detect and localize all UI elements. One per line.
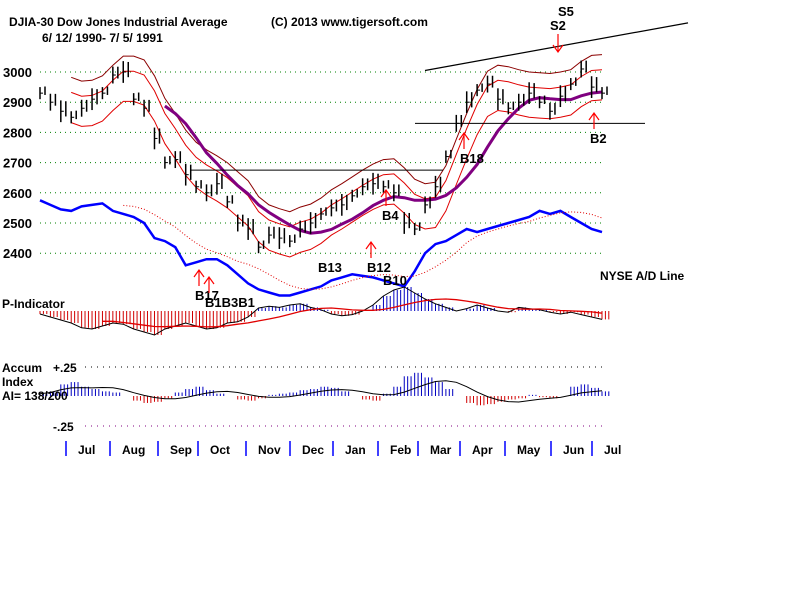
ad-line-path [39, 199, 603, 297]
upper-trendline [424, 22, 689, 72]
month-label: Nov [258, 443, 281, 457]
ai-bottom-label: -.25 [53, 420, 74, 434]
accum-label-3: AI= 138/200 [2, 389, 68, 403]
support-resistance-lines [190, 22, 689, 171]
ad-line-ma [123, 204, 603, 290]
sell-arrow-icon [552, 34, 564, 54]
upper-band-outer [71, 54, 603, 213]
signal-label: B12 [367, 260, 391, 275]
y-tick-label: 2400 [3, 246, 32, 261]
month-axis: Jul Aug Sep Oct Nov Dec Jan Feb Mar Apr May Jun Jul [65, 441, 621, 457]
p-indicator-label: P-Indicator [2, 297, 65, 311]
month-label: Apr [472, 443, 493, 457]
buy-arrow-icon [365, 240, 377, 258]
month-label: Jul [78, 443, 95, 457]
ai-top-label: +.25 [53, 361, 77, 375]
ad-line-label: NYSE A/D Line [600, 269, 685, 283]
y-tick-label: 2800 [3, 125, 32, 140]
y-tick-label: 3000 [3, 65, 32, 80]
month-label: Feb [390, 443, 411, 457]
accum-label-2: Index [2, 375, 34, 389]
y-tick-label: 2600 [3, 186, 32, 201]
month-label: Oct [210, 443, 230, 457]
signal-label: B2 [590, 131, 607, 146]
ad-line [39, 199, 603, 297]
y-tick-label: 2900 [3, 95, 32, 110]
accum-index-histogram [39, 366, 610, 427]
buy-arrow-icon [380, 188, 392, 206]
month-label: Dec [302, 443, 324, 457]
month-label: Mar [430, 443, 452, 457]
signal-label: B18 [460, 151, 484, 166]
month-label: Jan [345, 443, 366, 457]
p-indicator-outline [39, 286, 603, 336]
month-label: May [517, 443, 541, 457]
signal-label: B13 [318, 260, 342, 275]
signal-label: B1B3B1 [205, 295, 255, 310]
accum-label-1: Accum [2, 361, 42, 375]
p-indicator-histogram [39, 286, 610, 336]
month-label: Jun [563, 443, 584, 457]
price-y-axis-labels: 3000 2900 2800 2700 2600 2500 2400 [3, 65, 32, 261]
buy-arrow-icon [588, 111, 600, 129]
accum-index-ma [39, 380, 603, 403]
signal-label: B10 [383, 273, 407, 288]
buy-arrow-icon [458, 131, 470, 149]
price-gridlines [40, 71, 602, 254]
signal-label: S5 [558, 4, 574, 19]
p-indicator-ma [102, 298, 603, 328]
signal-label: S2 [550, 18, 566, 33]
date-range: 6/ 12/ 1990- 7/ 5/ 1991 [42, 31, 163, 45]
y-tick-label: 2500 [3, 216, 32, 231]
buy-arrow-icon [193, 268, 205, 286]
y-tick-label: 2700 [3, 156, 32, 171]
month-label: Jul [604, 443, 621, 457]
month-label: Aug [122, 443, 145, 457]
signal-label: B4 [382, 208, 399, 223]
month-label: Sep [170, 443, 192, 457]
chart-title: DJIA-30 Dow Jones Industrial Average [9, 15, 228, 29]
signal-label: B17 [195, 288, 219, 303]
buy-arrow-icon [203, 275, 215, 293]
price-bars [39, 60, 608, 254]
copyright-text: (C) 2013 www.tigersoft.com [271, 15, 428, 29]
